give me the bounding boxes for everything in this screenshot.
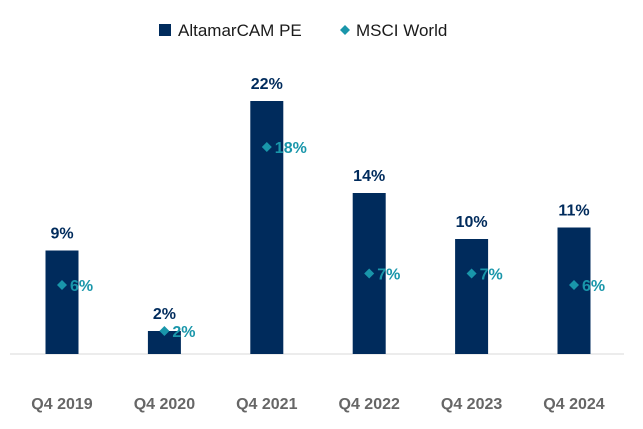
bar-label-q4-2023: 10% [456,214,488,231]
marker-label-q4-2020: 2% [172,324,195,341]
x-tick-labels-group: Q4 2019 Q4 2020 Q4 2021 Q4 2022 Q4 2023 Q4 20… [31,396,604,413]
bar-q4-2024 [557,227,591,354]
marker-label-q4-2024: 6% [582,278,605,295]
x-tick-q4-2020: Q4 2020 [134,396,195,413]
legend-label-altamarcam-pe: AltamarCAM PE [178,21,302,40]
marker-q4-2024 [569,280,579,290]
marker-label-q4-2023: 7% [480,267,503,284]
bars-group [45,101,591,354]
x-tick-q4-2019: Q4 2019 [31,396,92,413]
bar-label-q4-2020: 2% [153,306,176,323]
marker-q4-2020 [159,326,170,336]
bar-label-q4-2019: 9% [50,226,73,243]
marker-label-q4-2021: 18% [275,140,307,157]
x-tick-q4-2023: Q4 2023 [441,396,502,413]
marker-label-q4-2019: 6% [70,278,93,295]
marker-label-q4-2022: 7% [377,267,400,284]
bar-label-q4-2022: 14% [353,168,385,185]
bar-q4-2023 [455,239,489,354]
markers-group [57,142,579,336]
marker-q4-2021 [261,142,272,152]
legend-swatch-altamarcam-pe [159,24,171,36]
x-tick-q4-2022: Q4 2022 [339,396,400,413]
x-tick-q4-2021: Q4 2021 [236,396,297,413]
bar-label-q4-2021: 22% [251,76,283,93]
bar-q4-2019 [45,250,79,354]
bar-q4-2020 [147,331,181,354]
marker-labels-group: 6% 2% 18% 7% 7% 6% [70,140,605,341]
marker-q4-2019 [57,280,67,290]
legend: AltamarCAM PE MSCI World [159,21,447,40]
x-tick-q4-2024: Q4 2024 [543,396,604,413]
bar-labels-group: 9% 2% 22% 14% 10% 11% [50,76,589,323]
bar-label-q4-2024: 11% [558,203,589,220]
bar-q4-2021 [250,101,284,354]
marker-q4-2022 [364,268,375,279]
marker-q4-2023 [466,268,477,279]
legend-swatch-msci-world [340,25,350,35]
legend-label-msci-world: MSCI World [356,21,447,40]
